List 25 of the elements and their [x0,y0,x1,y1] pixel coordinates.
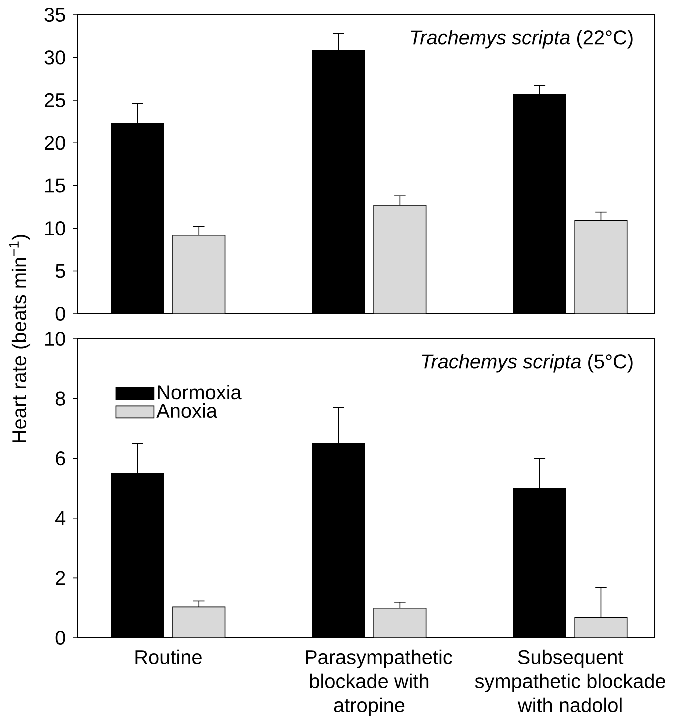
y-tick-label: 30 [44,50,66,65]
bar [574,617,628,638]
y-tick-label: 10 [46,222,66,236]
text: Trachemys scripta (22°C) [411,30,633,49]
bar [172,606,226,638]
y-tick-label: 8 [56,392,66,406]
y-tick-label: 0 [56,306,66,322]
y-tick-label: 35 [44,8,66,22]
legend-label: Anoxia [156,403,218,418]
y-tick-label: 20 [44,136,66,150]
x-tick-label: Routine [136,650,202,664]
y-tick-label: 4 [56,512,66,526]
y-tick-label: 6 [56,452,66,466]
y-tick-label: 15 [46,178,66,193]
legend-label: Normoxia [158,385,242,400]
bar [374,608,427,638]
y-tick-label: 0 [56,630,66,646]
x-tick-label: Subsequent sympathetic blockade with nadolol [475,650,666,712]
text: Trachemys scripta (5°C) [422,354,633,373]
y-tick-label: 25 [44,93,66,108]
y-tick-label: 2 [56,571,66,586]
y-tick-label: 5 [56,264,66,278]
y-tick-label: 10 [46,332,66,346]
y-axis-title: Heart rate (beats min$^{−1}$) [9,235,31,442]
x-tick-label: Parasympathetic blockade with atropine [306,650,452,716]
